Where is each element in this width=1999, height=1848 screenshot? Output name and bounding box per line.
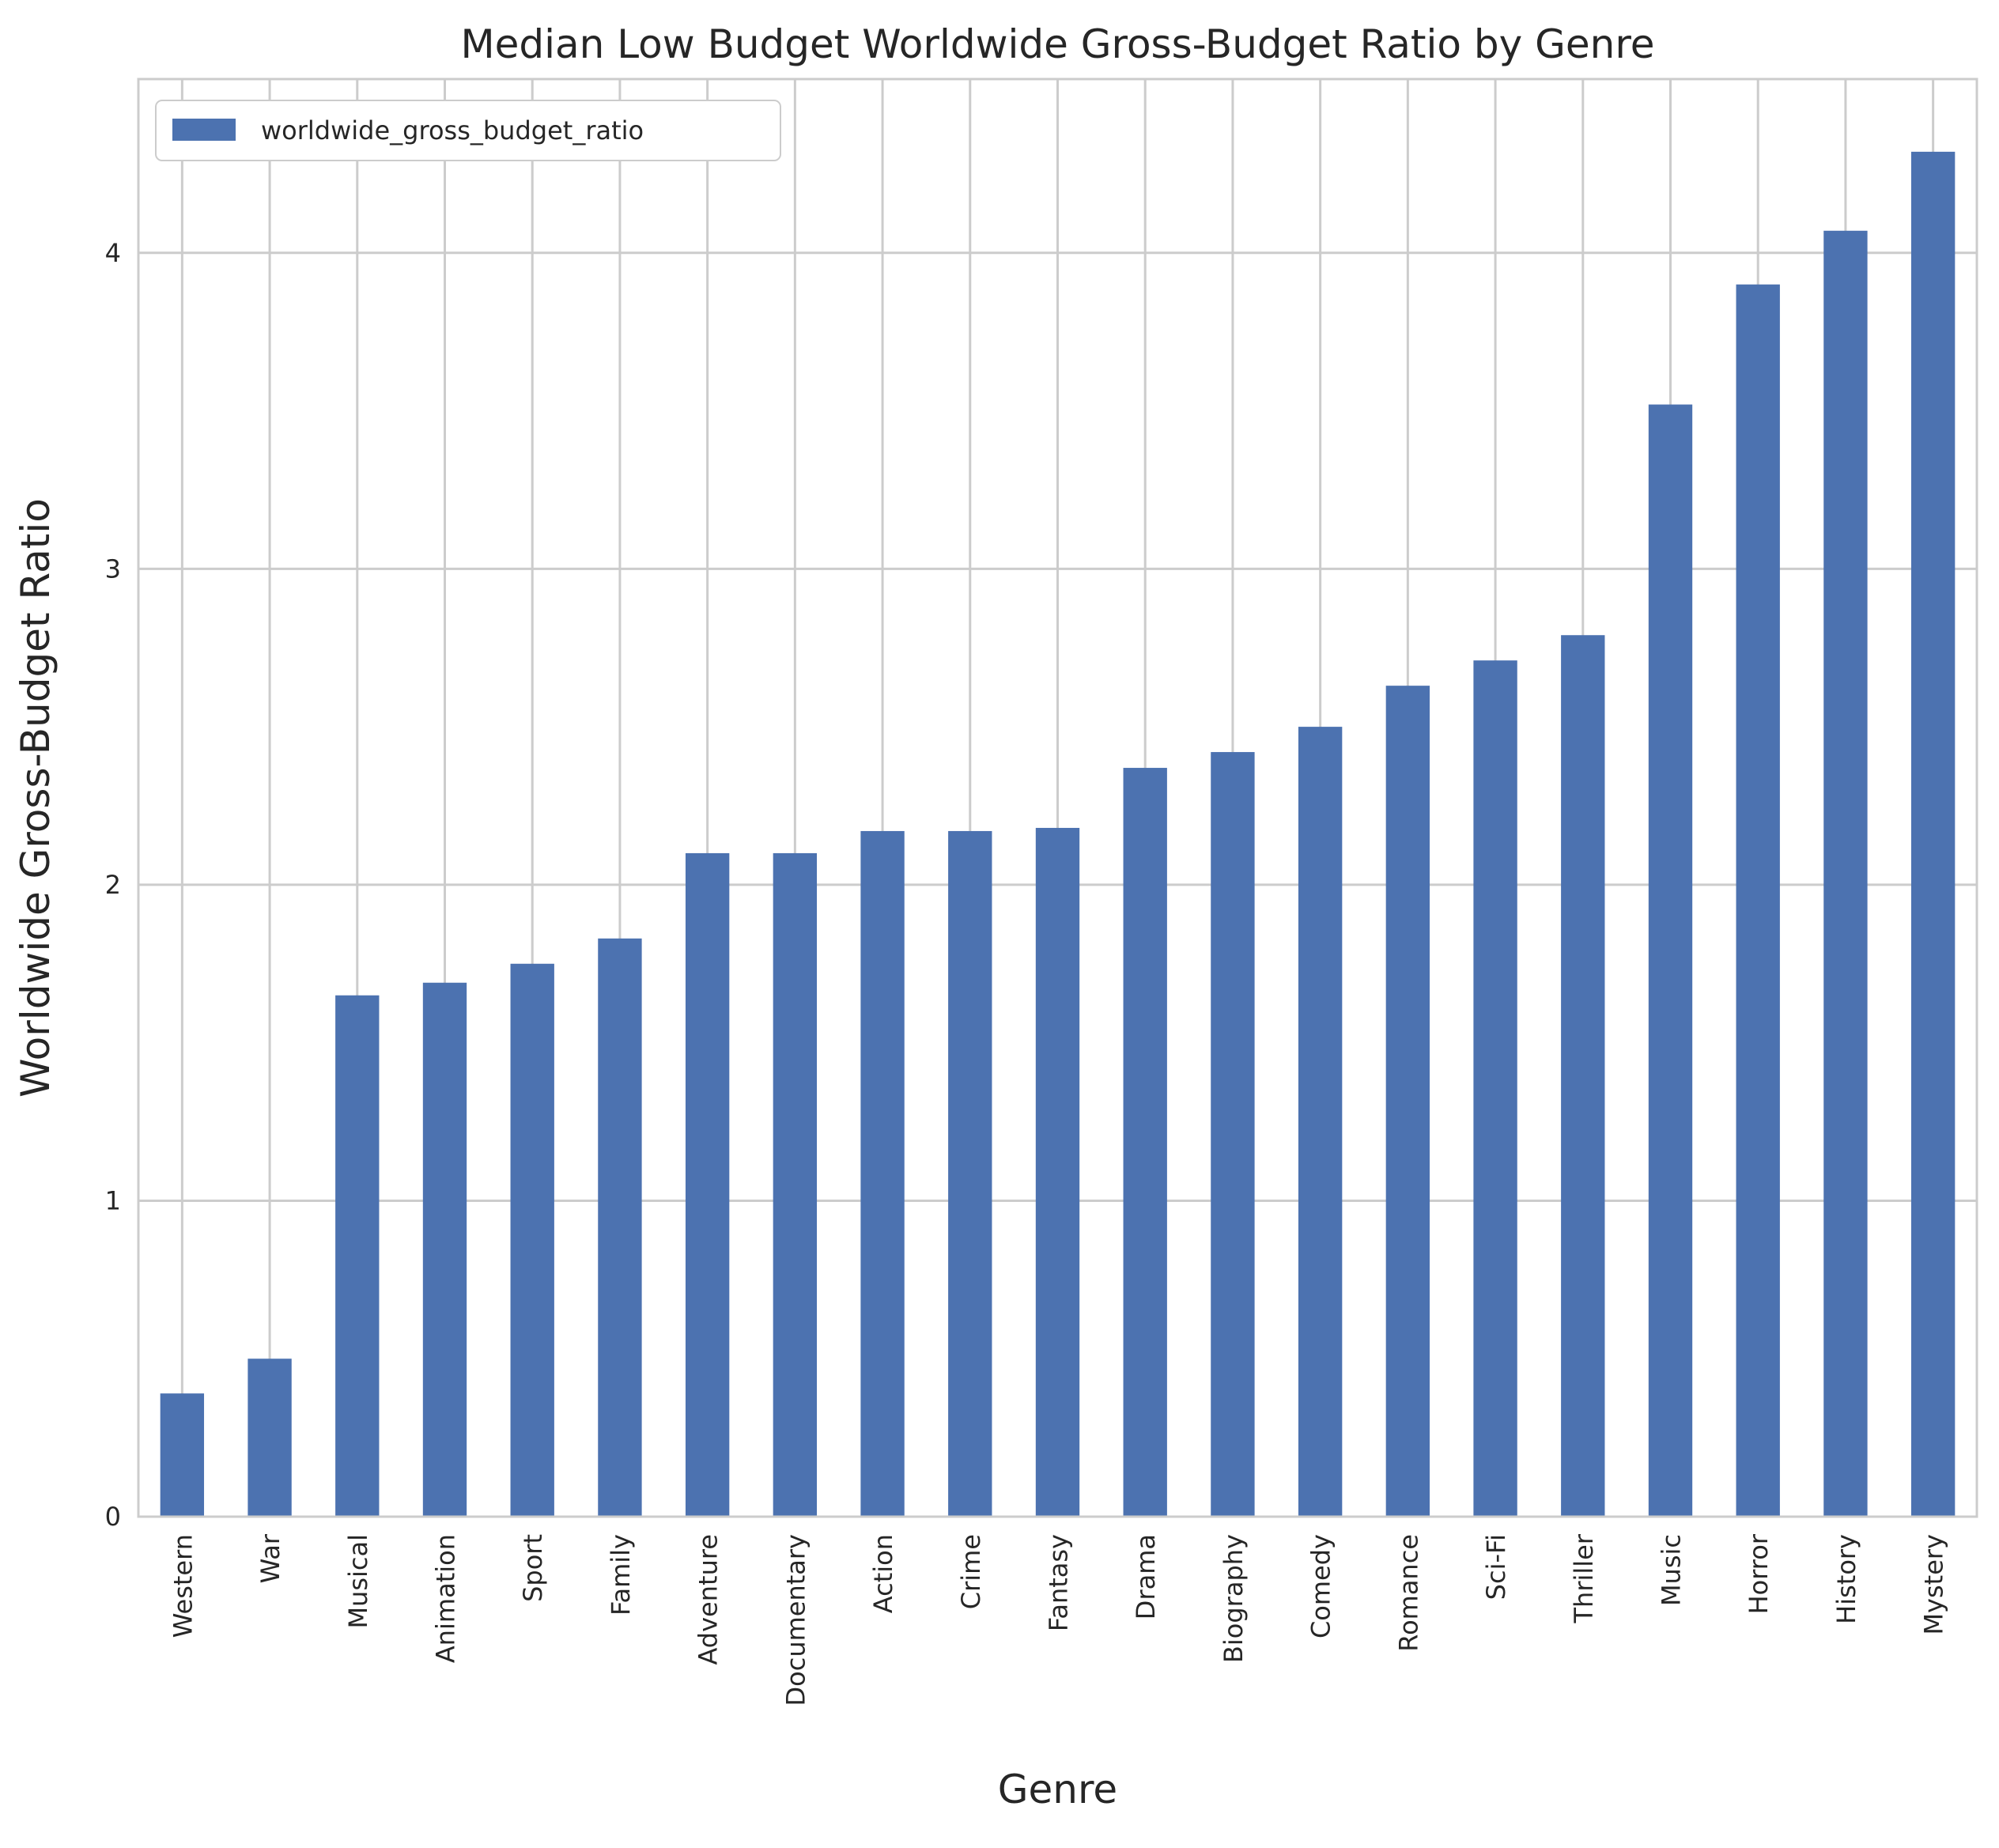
x-tick-label: Family (606, 1534, 636, 1616)
x-tick-label: Biography (1219, 1534, 1249, 1663)
y-tick-label: 1 (105, 1185, 121, 1215)
x-tick-label: Crime (956, 1534, 986, 1609)
y-axis-label: Worldwide Gross-Budget Ratio (13, 498, 59, 1098)
x-tick-label: Western (168, 1534, 198, 1638)
x-tick-label: Adventure (693, 1534, 724, 1665)
bar-musical (335, 995, 380, 1517)
x-tick-labels: Western War Musical Animation Sport Family Adv… (168, 1533, 1948, 1706)
x-tick-label: Action (868, 1534, 898, 1613)
y-tick-label: 3 (105, 554, 121, 584)
bar-comedy (1298, 727, 1343, 1517)
plot-frame (137, 77, 1978, 1518)
x-tick-label: Musical (343, 1534, 373, 1629)
x-axis-label: Genre (998, 1767, 1117, 1812)
legend-label: worldwide_gross_budget_ratio (261, 115, 644, 145)
bar-drama (1123, 768, 1167, 1517)
x-tick-label: Romance (1393, 1534, 1423, 1652)
chart-title: Median Low Budget Worldwide Gross-Budget… (460, 21, 1654, 67)
bar-adventure (685, 852, 730, 1517)
bar-fantasy (1035, 827, 1080, 1517)
legend-box (155, 100, 781, 161)
bars (160, 151, 1956, 1517)
legend-swatch (172, 119, 236, 141)
bar-mystery (1910, 151, 1956, 1517)
x-tick-label: Sport (518, 1534, 548, 1602)
bar-sport (510, 963, 554, 1517)
bar-romance (1385, 686, 1430, 1517)
y-tick-label: 4 (105, 238, 121, 268)
bar-music (1648, 404, 1693, 1517)
bar-history (1823, 230, 1868, 1517)
y-tick-labels: 0 1 2 3 4 (105, 238, 121, 1532)
x-tick-label: Thriller (1569, 1533, 1599, 1623)
x-tick-label: Fantasy (1044, 1534, 1074, 1631)
y-tick-label: 2 (105, 870, 121, 900)
x-tick-label: Animation (431, 1534, 461, 1663)
x-tick-label: Music (1657, 1534, 1687, 1606)
x-tick-label: Horror (1744, 1533, 1774, 1614)
bar-action (860, 830, 905, 1517)
legend: worldwide_gross_budget_ratio (155, 100, 781, 161)
x-tick-label: Drama (1131, 1534, 1161, 1619)
bar-horror (1736, 284, 1780, 1517)
x-tick-label: Sci-Fi (1481, 1534, 1511, 1600)
bar-documentary (773, 852, 818, 1517)
x-tick-label: War (255, 1533, 285, 1583)
bar-war (248, 1359, 292, 1517)
x-tick-label: History (1831, 1534, 1861, 1624)
bar-family (598, 938, 642, 1517)
y-tick-label: 0 (105, 1502, 121, 1532)
x-tick-label: Documentary (780, 1534, 811, 1706)
bar-crime (948, 830, 992, 1517)
bar-animation (422, 982, 467, 1517)
bar-sci-fi (1473, 660, 1517, 1517)
x-tick-label: Comedy (1306, 1534, 1336, 1638)
x-tick-label: Mystery (1919, 1534, 1949, 1635)
bar-biography (1211, 752, 1255, 1517)
bar-western (160, 1393, 205, 1517)
bar-thriller (1561, 635, 1605, 1517)
